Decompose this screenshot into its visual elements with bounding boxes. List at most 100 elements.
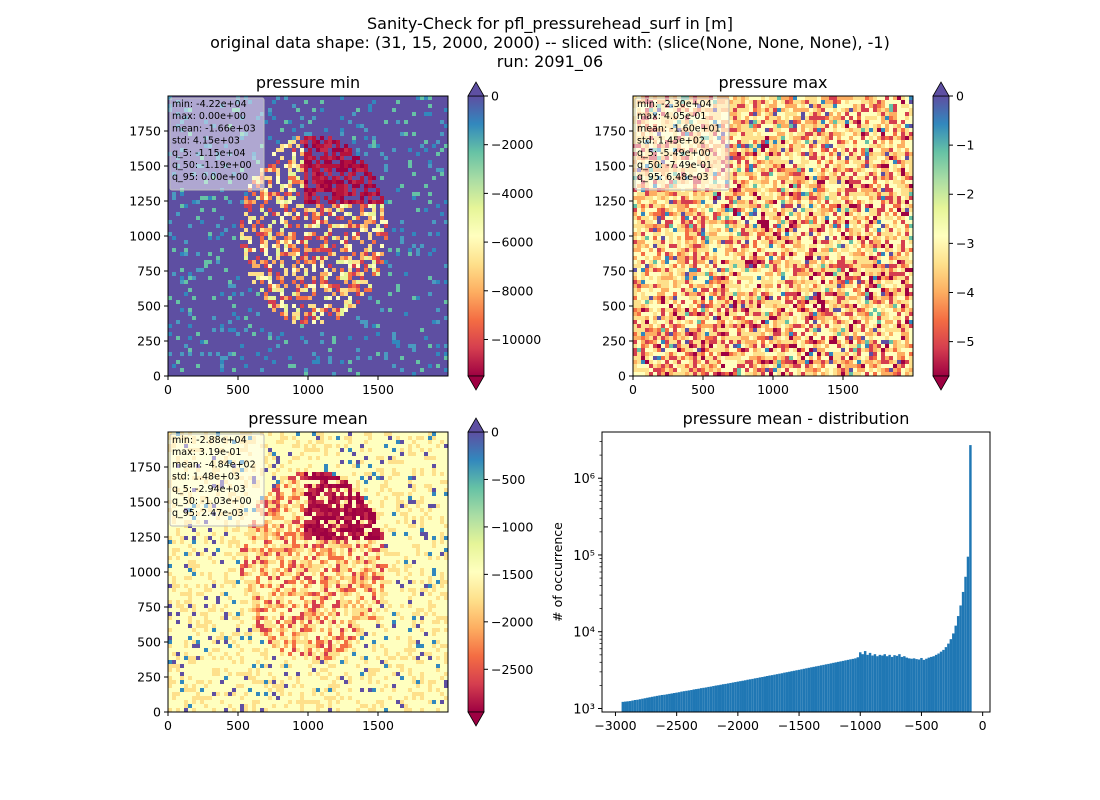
heatmap-cell (316, 312, 321, 317)
heatmap-cell (436, 360, 441, 365)
heatmap-cell (304, 176, 309, 181)
heatmap-cell (412, 112, 417, 117)
heatmap-cell (396, 104, 401, 109)
heatmap-cell (312, 296, 317, 301)
heatmap-cell (216, 208, 221, 213)
heatmap-cell (380, 96, 385, 101)
heatmap-cell (336, 136, 341, 141)
heatmap-cell (228, 284, 233, 289)
heatmap-cell (444, 112, 449, 117)
heatmap-cell (176, 292, 181, 297)
heatmap-cell (424, 236, 429, 241)
heatmap-cell (308, 136, 313, 141)
heatmap-cell (324, 120, 329, 125)
heatmap-cell (232, 216, 237, 221)
heatmap-cell (372, 364, 377, 369)
heatmap-cell (432, 356, 437, 361)
heatmap-cell (296, 132, 301, 137)
heatmap-cell (352, 204, 357, 209)
heatmap-cell (312, 204, 317, 209)
heatmap-cell (324, 192, 329, 197)
heatmap-cell (196, 292, 201, 297)
heatmap-cell (280, 184, 285, 189)
heatmap-cell (392, 96, 397, 101)
heatmap-cell (276, 192, 281, 197)
heatmap-cell (352, 308, 357, 313)
heatmap-cell (444, 300, 449, 305)
heatmap-cell (372, 168, 377, 173)
heatmap-cell (244, 364, 249, 369)
heatmap-cell (196, 308, 201, 313)
heatmap-cell (236, 304, 241, 309)
heatmap-cell (432, 308, 437, 313)
heatmap-cell (208, 308, 213, 313)
heatmap-cell (420, 136, 425, 141)
heatmap-cell (216, 312, 221, 317)
heatmap-cell (308, 268, 313, 273)
heatmap-cell (420, 224, 425, 229)
heatmap-cell (292, 288, 297, 293)
heatmap-cell (304, 112, 309, 117)
heatmap-cell (332, 168, 337, 173)
stats-line: max: 0.00e+00 (172, 111, 246, 122)
heatmap-cell (412, 216, 417, 221)
heatmap-cell (316, 324, 321, 329)
heatmap-cell (412, 340, 417, 345)
heatmap-cell (384, 224, 389, 229)
heatmap-cell (364, 168, 369, 173)
heatmap-cell (380, 112, 385, 117)
heatmap-cell (352, 356, 357, 361)
heatmap-cell (168, 272, 173, 277)
heatmap-cell (360, 220, 365, 225)
heatmap-cell (260, 268, 265, 273)
heatmap-cell (168, 312, 173, 317)
heatmap-cell (336, 128, 341, 133)
heatmap-cell (220, 324, 225, 329)
heatmap-cell (420, 108, 425, 113)
heatmap-cell (328, 256, 333, 261)
heatmap-cell (376, 364, 381, 369)
heatmap-cell (340, 368, 345, 373)
heatmap-cell (388, 292, 393, 297)
heatmap-cell (224, 288, 229, 293)
heatmap-cell (368, 208, 373, 213)
heatmap-cell (376, 332, 381, 337)
heatmap-cell (412, 244, 417, 249)
heatmap-cell (340, 196, 345, 201)
heatmap-cell (420, 124, 425, 129)
heatmap-cell (244, 276, 249, 281)
heatmap-cell (336, 336, 341, 341)
heatmap-cell (364, 188, 369, 193)
heatmap-cell (396, 352, 401, 357)
heatmap-cell (308, 144, 313, 149)
heatmap-cell (376, 264, 381, 269)
heatmap-cell (204, 320, 209, 325)
heatmap-cell (312, 316, 317, 321)
heatmap-cell (372, 352, 377, 357)
heatmap-cell (192, 368, 197, 373)
heatmap-cell (352, 140, 357, 145)
heatmap-cell (372, 152, 377, 157)
heatmap-cell (404, 148, 409, 153)
heatmap-cell (264, 200, 269, 205)
heatmap-cell (236, 228, 241, 233)
heatmap-cell (440, 360, 445, 365)
heatmap-cell (384, 312, 389, 317)
heatmap-cell (220, 204, 225, 209)
heatmap-cell (172, 216, 177, 221)
heatmap-cell (392, 284, 397, 289)
heatmap-cell (268, 228, 273, 233)
heatmap-cell (352, 324, 357, 329)
heatmap-cell (372, 248, 377, 253)
heatmap-cell (288, 136, 293, 141)
heatmap-cell (352, 152, 357, 157)
heatmap-cell (256, 232, 261, 237)
heatmap-cell (316, 308, 321, 313)
heatmap-cell (380, 216, 385, 221)
heatmap-cell (352, 156, 357, 161)
heatmap-cell (404, 236, 409, 241)
heatmap-cell (408, 308, 413, 313)
heatmap-cell (316, 276, 321, 281)
heatmap-cell (364, 200, 369, 205)
heatmap-cell (360, 96, 365, 101)
